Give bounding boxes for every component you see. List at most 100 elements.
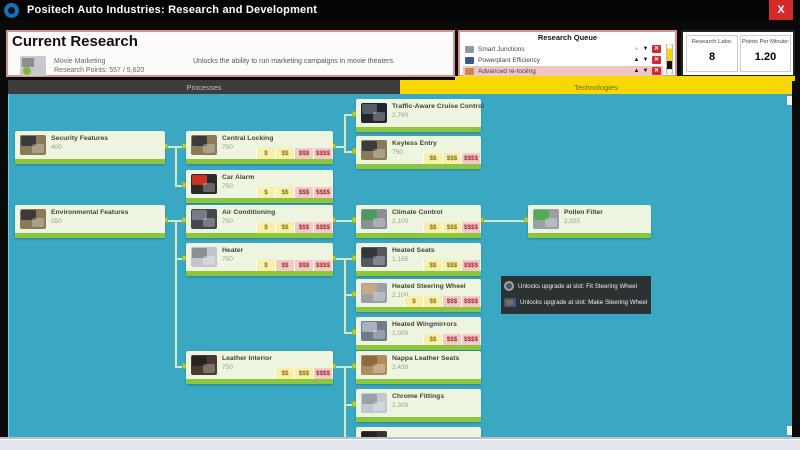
- research-node-icon: [533, 209, 559, 229]
- queue-row[interactable]: Advanced re-tooling ▲ ▼ ✕: [463, 66, 663, 76]
- research-node-leather[interactable]: Leather Interior 750 $$ $$$ $$$$: [186, 351, 333, 384]
- research-node-title: Nappa Leather Seats: [392, 355, 460, 362]
- tree-connector: [345, 114, 356, 116]
- cost-tier-cell: $$$$: [313, 222, 332, 233]
- scroll-down-button[interactable]: [667, 69, 672, 74]
- tab-processes[interactable]: Processes: [8, 80, 400, 94]
- cost-tier-cell: $$$: [442, 334, 461, 345]
- research-node-caralarm[interactable]: Car Alarm 750 $ $$ $$$ $$$$: [186, 170, 333, 203]
- icon-shape: [362, 284, 377, 294]
- scroll-thumb[interactable]: [667, 61, 672, 69]
- research-node-bar: [356, 164, 481, 169]
- tree-connector: [345, 332, 356, 334]
- research-node-pollen[interactable]: Pollen Filter 2,925: [528, 205, 651, 238]
- icon-shape: [192, 356, 207, 366]
- cost-tier-cell: $$$$: [313, 187, 332, 198]
- research-node-title: Car Alarm: [222, 174, 255, 181]
- research-node-heater[interactable]: Heater 750 $ $$ $$$ $$$$: [186, 243, 333, 276]
- tree-scroll-up-button[interactable]: [787, 96, 792, 105]
- tree-connector: [176, 220, 186, 222]
- tab-technologies[interactable]: Technologies: [400, 80, 792, 94]
- research-node-nappa[interactable]: Nappa Leather Seats 2,430: [356, 351, 481, 384]
- cost-tier-row: $$ $$$ $$$$: [275, 368, 332, 379]
- icon-shape: [192, 210, 207, 220]
- icon-shape: [534, 210, 549, 220]
- tree-connector: [175, 220, 177, 368]
- tree-connector: [505, 220, 528, 222]
- cost-tier-cell: $$$: [294, 368, 313, 379]
- research-node-aircon[interactable]: Air Conditioning 750 $ $$ $$$ $$$$: [186, 205, 333, 238]
- tree-connector: [345, 404, 356, 406]
- cost-tier-cell: $$$: [294, 260, 313, 271]
- tree-connector: [333, 366, 346, 368]
- window-bottom-edge: [0, 437, 800, 450]
- tooltip-row: Unlocks upgrade at slot: Make Steering W…: [504, 294, 648, 310]
- tree-connector: [344, 258, 346, 334]
- icon-shape: [373, 112, 385, 121]
- cost-tier-row: $$ $$$ $$$$: [423, 260, 480, 271]
- research-node-climate[interactable]: Climate Control 2,100 $$ $$$ $$$$: [356, 205, 481, 238]
- research-node-security[interactable]: Security Features 400: [15, 131, 165, 164]
- cost-tier-cell: $: [256, 222, 275, 233]
- research-node-heatwheel[interactable]: Heated Steering Wheel 2,100 $ $$ $$$ $$$$: [356, 279, 481, 312]
- scroll-up-button[interactable]: [667, 44, 672, 49]
- research-node-cutnode[interactable]: [356, 427, 481, 437]
- cost-tier-row: $ $$ $$$ $$$$: [256, 260, 332, 271]
- queue-remove-button[interactable]: ✕: [652, 67, 661, 75]
- research-node-keyless[interactable]: Keyless Entry 750 $$ $$$ $$$$: [356, 136, 481, 169]
- queue-move-up-button[interactable]: ▲: [633, 68, 640, 74]
- tree-scroll-down-button[interactable]: [787, 426, 792, 435]
- cost-tier-row: $$ $$$ $$$$: [423, 222, 480, 233]
- queue-item-icon: [465, 67, 474, 75]
- title-bar: Positech Auto Industries: Research and D…: [0, 0, 800, 20]
- icon-shape: [545, 218, 557, 227]
- research-node-points: 2,300: [392, 402, 409, 409]
- active-tab-accent-strip: [455, 76, 795, 81]
- research-node-central[interactable]: Central Locking 750 $ $$ $$$ $$$$: [186, 131, 333, 164]
- research-labs-value: 8: [708, 51, 716, 63]
- icon-shape: [373, 330, 385, 339]
- cost-tier-cell: $$: [423, 260, 442, 271]
- cost-tier-cell: $$$: [294, 148, 313, 159]
- queue-item-label: Advanced re-tooling: [478, 67, 536, 75]
- close-button[interactable]: X: [769, 0, 793, 20]
- queue-move-up-button[interactable]: ▲: [633, 46, 640, 52]
- cost-tier-cell: $: [404, 296, 423, 307]
- tree-connector: [345, 151, 356, 153]
- cost-tier-cell: $: [256, 148, 275, 159]
- research-node-title: Chrome Fittings: [392, 393, 445, 400]
- research-node-environment[interactable]: Environmental Features 550: [15, 205, 165, 238]
- cost-tier-cell: $$: [423, 296, 442, 307]
- cost-tier-cell: $$$: [442, 296, 461, 307]
- queue-move-down-button[interactable]: ▼: [642, 68, 649, 74]
- tree-connector: [333, 258, 346, 260]
- research-queue-scrollbar[interactable]: [666, 44, 673, 74]
- research-node-bar: [186, 379, 333, 384]
- research-node-heatseats[interactable]: Heated Seats 1,165 $$ $$$ $$$$: [356, 243, 481, 276]
- unlock-tooltip: Unlocks upgrade at slot: Fit Steering Wh…: [501, 276, 651, 314]
- queue-remove-button[interactable]: ✕: [652, 45, 661, 53]
- positech-logo-icon: [4, 2, 19, 18]
- research-node-bar: [15, 159, 165, 164]
- queue-move-down-button[interactable]: ▼: [642, 46, 649, 52]
- research-node-heatmirror[interactable]: Heated Wingmirrors 1,000 $$ $$$ $$$$: [356, 317, 481, 350]
- queue-move-up-button[interactable]: ▲: [633, 57, 640, 63]
- research-tree-canvas[interactable]: Security Features 400 Central Locking 750 $ $…: [8, 94, 792, 437]
- icon-shape: [362, 356, 377, 366]
- queue-remove-button[interactable]: ✕: [652, 56, 661, 64]
- icon-shape: [203, 256, 215, 265]
- icon-shape: [192, 248, 207, 258]
- queue-move-down-button[interactable]: ▼: [642, 57, 649, 63]
- research-node-icon: [191, 174, 217, 194]
- research-labs-label: Research Labs:: [691, 39, 733, 45]
- research-node-tacc[interactable]: Traffic-Aware Cruise Control 2,760: [356, 99, 484, 132]
- research-node-chrome[interactable]: Chrome Fittings 2,300: [356, 389, 481, 422]
- queue-row[interactable]: Powerplant Efficiency ▲ ▼ ✕: [463, 55, 663, 65]
- cost-tier-row: $ $$ $$$ $$$$: [256, 222, 332, 233]
- queue-row[interactable]: Smart Junctions ▲ ▼ ✕: [463, 44, 663, 54]
- research-node-bar: [356, 417, 481, 422]
- queue-item-label: Smart Junctions: [478, 45, 525, 53]
- cost-tier-cell: $$$$: [461, 153, 480, 164]
- cost-tier-cell: $$: [275, 368, 294, 379]
- research-queue-title: Research Queue: [537, 33, 598, 42]
